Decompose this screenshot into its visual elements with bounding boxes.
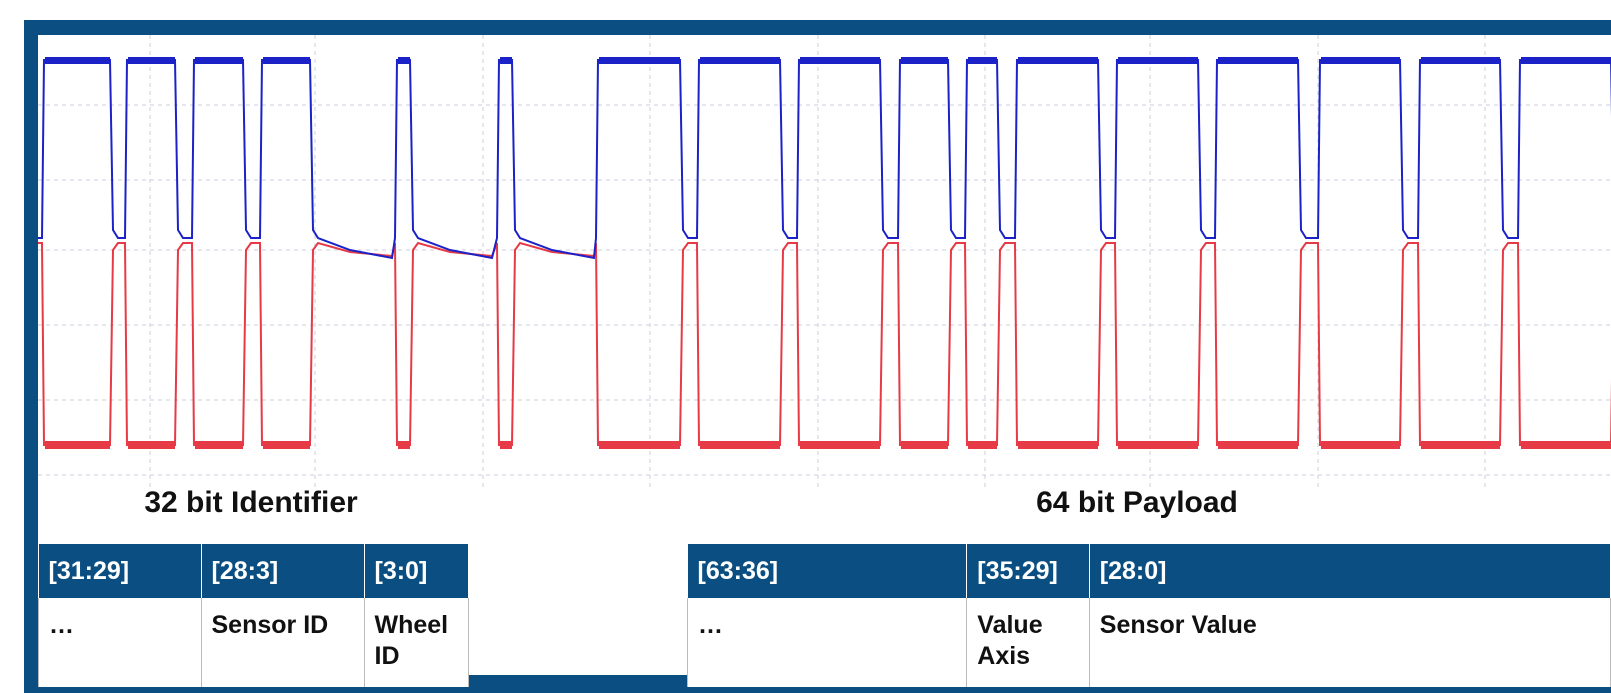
blue-band <box>901 57 948 64</box>
red-band <box>700 441 780 449</box>
blue-band <box>195 57 243 64</box>
identifier-title: 32 bit Identifier <box>51 486 451 520</box>
cell: Sensor ID <box>201 598 364 687</box>
cell: Wheel ID <box>364 598 468 687</box>
red-band <box>45 441 110 449</box>
blue-band <box>1018 57 1098 64</box>
blue-band <box>398 57 410 64</box>
red-band <box>968 441 997 449</box>
page: 32 bit Identifier 64 bit Payload [31:29]… <box>0 0 1611 693</box>
header: [63:36] <box>688 544 967 598</box>
blue-band <box>700 57 780 64</box>
cell: … <box>39 598 202 687</box>
blue-band <box>968 57 997 64</box>
blue-band <box>1321 57 1400 64</box>
payload-title: 64 bit Payload <box>937 486 1337 520</box>
blue-band <box>45 57 110 64</box>
red-band <box>1421 441 1500 449</box>
blue-band <box>1521 57 1611 64</box>
red-band <box>599 441 680 449</box>
red-band <box>800 441 880 449</box>
blue-band <box>500 57 512 64</box>
cell: Value Axis <box>967 598 1090 687</box>
blue-band <box>1118 57 1198 64</box>
blue-band <box>800 57 880 64</box>
red-band <box>1321 441 1400 449</box>
red-band <box>1118 441 1198 449</box>
red-band <box>195 441 243 449</box>
red-band <box>398 441 410 449</box>
blue-band <box>128 57 175 64</box>
header: [31:29] <box>39 544 202 598</box>
red-band <box>128 441 175 449</box>
blue-band <box>599 57 680 64</box>
header: [35:29] <box>967 544 1090 598</box>
red-band <box>263 441 310 449</box>
cell: Sensor Value <box>1089 598 1610 687</box>
blue-band <box>1421 57 1500 64</box>
red-band <box>1521 441 1611 449</box>
blue-band <box>263 57 310 64</box>
red-band <box>901 441 948 449</box>
header: [3:0] <box>364 544 468 598</box>
cell: … <box>688 598 967 687</box>
red-band <box>1018 441 1098 449</box>
header: [28:3] <box>201 544 364 598</box>
blue-trace <box>38 60 1611 258</box>
red-band <box>1218 441 1298 449</box>
blue-band <box>1218 57 1298 64</box>
header: [28:0] <box>1089 544 1610 598</box>
red-band <box>500 441 512 449</box>
red-trace <box>38 243 1611 445</box>
